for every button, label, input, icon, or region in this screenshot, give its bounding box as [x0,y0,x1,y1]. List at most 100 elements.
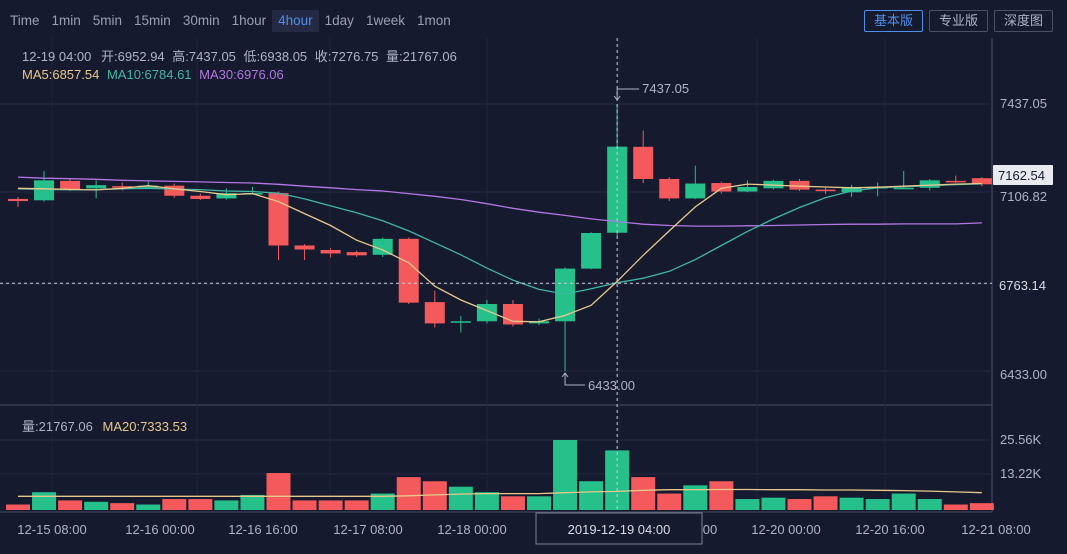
candles [8,104,992,371]
candle-body [398,238,419,303]
candle-body [893,187,914,190]
candle-body [945,180,966,183]
candle-body [789,180,810,190]
volume-bar [761,497,786,510]
info-line: 12-19 04:00 开:6952.94 高:7437.05 低:6938.0… [22,49,457,64]
last-price-box [993,165,1053,185]
tab-4hour[interactable]: 4hour [272,10,319,32]
info-datetime: 12-19 04:00 [22,49,91,64]
candle-body [346,252,367,256]
tab-30min[interactable]: 30min [182,13,220,28]
volume-bar [58,500,83,510]
volume-bar [266,473,291,510]
last-price-label: 7162.54 [998,168,1045,183]
volume-bar [943,504,968,510]
price-tick-label: 7106.82 [1000,189,1047,204]
basic-view-button[interactable]: 基本版 [863,10,923,32]
volume-bar [579,481,604,510]
low-marker-arrow [561,372,569,378]
tab-1day[interactable]: 1day [324,13,354,28]
time-tick-label: 12-15 08:00 [17,522,86,537]
tab-15min[interactable]: 15min [134,13,171,28]
info-volume-label: 量: [386,49,403,64]
candle-body [581,232,602,269]
candle-body [841,186,862,193]
time-tick-label: 12-17 08:00 [333,522,402,537]
candle-body [164,185,185,196]
ma30-value: 6976.06 [237,67,284,82]
high-marker-label: 7437.05 [642,81,689,96]
volume-bar [214,500,239,510]
tab-5min[interactable]: 5min [92,13,123,28]
ma-legend: MA5:6857.54 MA10:6784.61 MA30:6976.06 [22,67,284,82]
info-high: 7437.05 [189,49,236,64]
pro-view-button[interactable]: 专业版 [928,10,988,32]
high-marker-line [616,88,640,100]
candle-body [138,185,159,188]
volume-bar [188,499,213,510]
volume-bar [657,493,682,510]
ma10-value: 6784.61 [145,67,192,82]
chart-frame [0,38,993,513]
candle-body [685,183,706,199]
volume-legend: 量:21767.06 MA20:7333.53 [22,419,187,434]
candle-body [294,245,315,250]
volume-bar [32,492,57,510]
price-tick-label: 6433.00 [1000,367,1047,382]
volume-tick-label: 25.56K [1000,432,1042,447]
candle-body [190,195,211,199]
volume-bar [396,477,421,510]
volume-bar [136,504,161,510]
candle-body [476,303,497,322]
volume-bars [6,440,994,510]
ma10-line [17,183,982,295]
candle-body [372,238,393,255]
candle-body [424,302,445,324]
time-tick-label: 12-20 00:00 [751,522,820,537]
volume-bar [162,499,187,510]
info-low: 6938.05 [260,49,307,64]
volume-bar [917,499,942,510]
volume-bar [240,494,265,510]
volume-bar [84,501,109,510]
volume-bar [891,493,916,510]
tab-1min[interactable]: 1min [51,13,81,28]
crosshair-price-label: 6763.14 [999,278,1046,293]
ma30-line [17,176,982,227]
crosshair: 7437.05 6433.00 [0,38,992,512]
time-tick-label: 12-20 16:00 [855,522,924,537]
candle-body [633,146,654,180]
volume-bar [527,496,551,510]
volume-bar [110,503,135,510]
crosshair-date-box [535,512,703,545]
volume-bar [500,496,525,510]
volume-bar [787,499,812,510]
candle-body [659,179,680,199]
ma30-label: MA30: [199,67,237,82]
toolbar: Time 1min 5min 15min 30min 1hour 4hour 1day 1wee… [0,0,1067,40]
time-tick-label: 00 [703,522,717,537]
tab-1week[interactable]: 1week [365,13,405,28]
info-low-label: 低: [244,49,261,64]
axis-labels: 7437.05 7106.82 6433.00 6763.14 7162.54 25.56… [17,96,1057,545]
volume-bar [865,499,890,510]
candle-body [815,189,836,192]
volume-ma20-line [18,488,982,497]
candle-body [268,193,289,246]
high-marker-arrow [613,95,621,101]
depth-view-button[interactable]: 深度图 [993,10,1053,32]
low-marker-line [564,373,586,386]
vol-label: 量: [22,419,39,434]
info-close-label: 收: [315,49,332,64]
tab-time[interactable]: Time [10,13,40,28]
ma5-line [17,182,982,323]
candle-body [8,198,28,202]
volume-bar [631,477,656,510]
tab-1mon[interactable]: 1mon [416,13,451,28]
volume-bar [292,500,317,510]
candle-body [555,268,576,322]
grid [0,38,992,512]
tab-1hour[interactable]: 1hour [231,13,267,28]
candle-body [737,186,758,192]
